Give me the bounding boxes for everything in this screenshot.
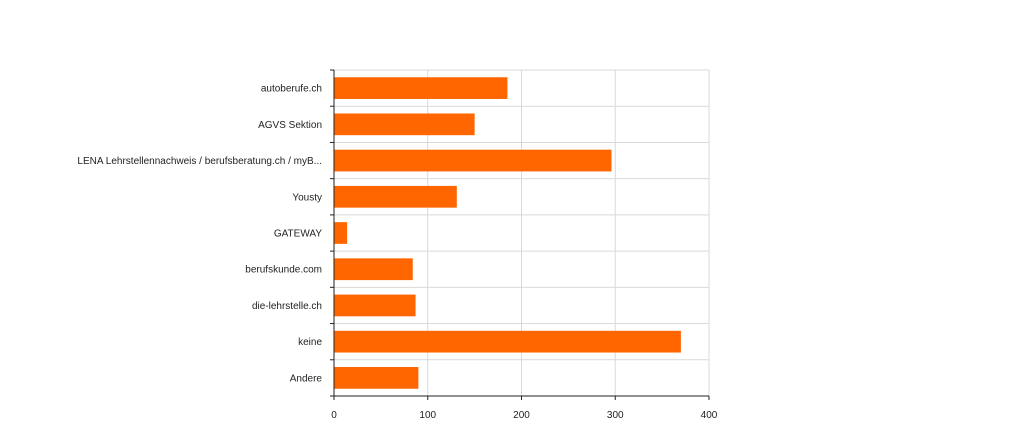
category-label: keine: [298, 337, 322, 348]
x-tick-label: 300: [607, 410, 624, 421]
x-tick-label: 200: [513, 410, 530, 421]
category-label: Andere: [290, 373, 323, 384]
axes: [330, 69, 710, 400]
category-label: AGVS Sektion: [258, 120, 322, 131]
bar: [334, 367, 419, 389]
bar: [334, 258, 413, 281]
bar: [334, 294, 416, 317]
category-label: LENA Lehrstellennachweis / berufsberatun…: [77, 156, 322, 167]
bar: [334, 185, 457, 208]
bars: [334, 77, 681, 389]
category-label: GATEWAY: [274, 229, 322, 240]
grid-lines: [333, 69, 710, 397]
category-label: berufskunde.com: [245, 265, 322, 276]
bar: [334, 77, 508, 99]
category-label: die-lehrstelle.ch: [252, 301, 322, 312]
bar: [334, 330, 681, 353]
category-label: Yousty: [292, 192, 322, 203]
x-tick-label: 0: [331, 410, 337, 421]
bar: [334, 149, 612, 172]
bar: [334, 113, 475, 136]
x-tick-label: 100: [419, 410, 436, 421]
bar: [334, 222, 348, 244]
category-label: autoberufe.ch: [261, 84, 322, 95]
x-tick-label: 400: [701, 410, 718, 421]
labels: autoberufe.ch AGVS Sektion LENA Lehrstelle…: [77, 84, 717, 421]
